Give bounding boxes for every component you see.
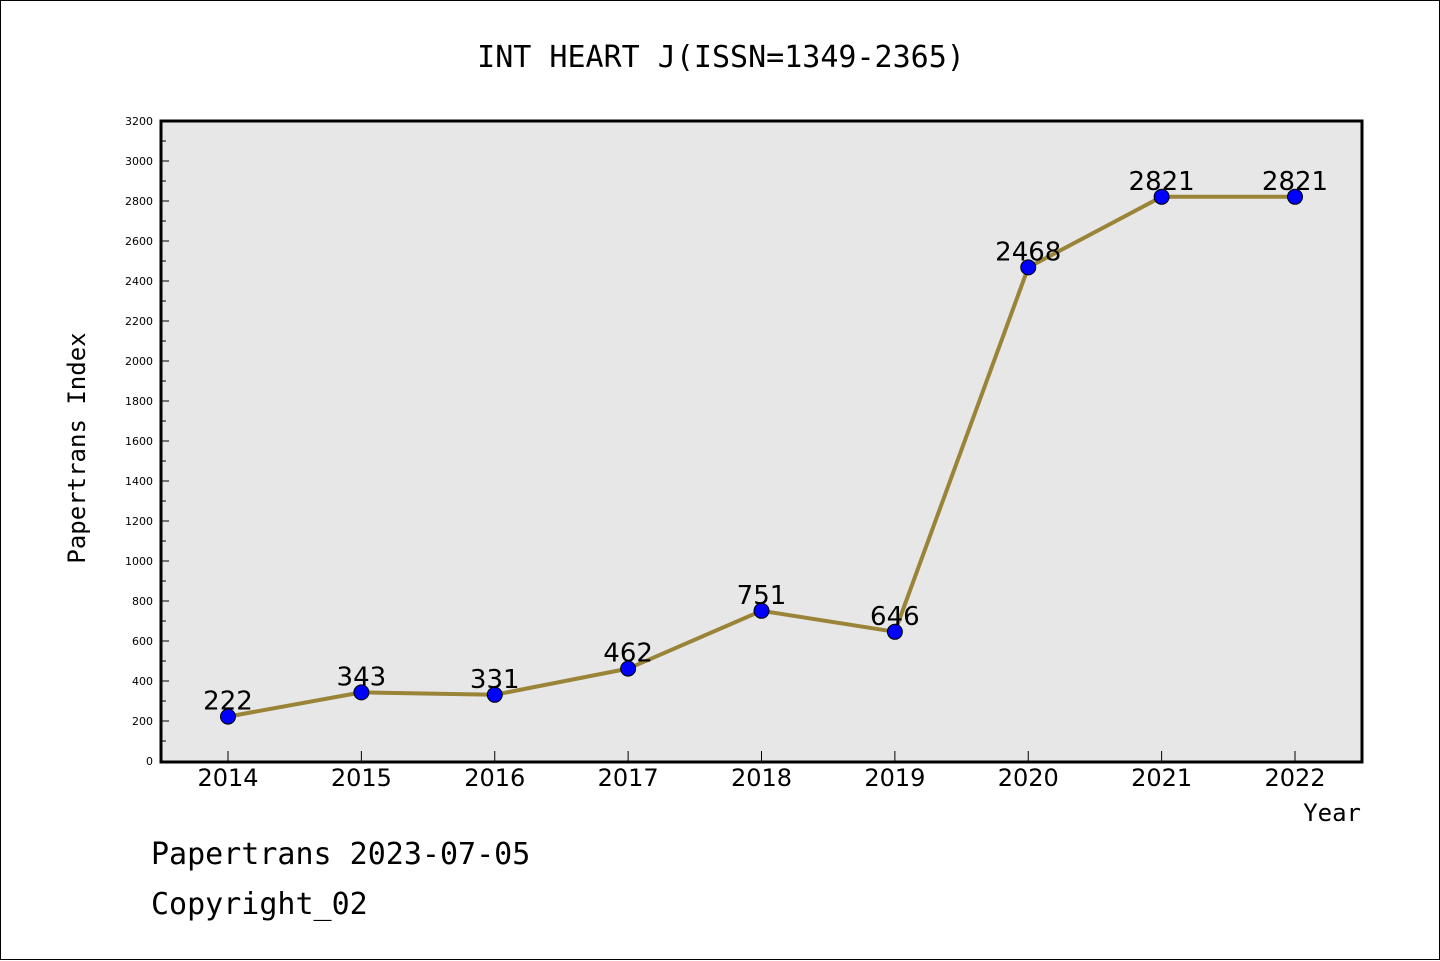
data-label: 222 [203, 687, 253, 717]
y-tick-label: 1200 [125, 515, 153, 528]
x-tick-label: 2019 [864, 764, 925, 792]
data-label: 646 [870, 602, 920, 632]
y-tick-label: 2000 [125, 355, 153, 368]
data-point-marker [1287, 188, 1303, 205]
y-axis-label: Papertrans Index [63, 332, 91, 563]
y-tick-label: 3000 [125, 155, 153, 168]
plot-area [159, 119, 1364, 764]
y-axis: 0 200 400 600 800 1000 1200 1400 1600 1800 2000 220… [125, 115, 169, 768]
y-tick-label: 1600 [125, 435, 153, 448]
data-point-marker [1153, 188, 1170, 205]
data-point-marker [753, 602, 770, 619]
x-tick-label: 2015 [331, 764, 392, 792]
data-point-marker [620, 660, 637, 677]
data-point-marker [1020, 259, 1037, 276]
y-tick-label: 2400 [125, 275, 153, 288]
data-label-group: 222 343 331 462 751 646 2468 2821 2821 [203, 167, 1328, 717]
x-tick-label: 2021 [1131, 764, 1192, 792]
data-point-marker [886, 623, 903, 640]
data-label: 331 [470, 665, 520, 695]
y-tick-label: 1800 [125, 395, 153, 408]
x-tick-label: 2020 [998, 764, 1059, 792]
y-tick-label: 2200 [125, 315, 153, 328]
y-tick-label: 2800 [125, 195, 153, 208]
chart-title: INT HEART J(ISSN=1349-2365) [477, 40, 965, 75]
x-tick-label: 2022 [1264, 764, 1325, 792]
y-tick-label: 800 [132, 595, 153, 608]
x-tick-label: 2017 [598, 764, 659, 792]
y-tick-label: 2600 [125, 235, 153, 248]
y-tick-label: 1000 [125, 555, 153, 568]
x-tick-label: 2018 [731, 764, 792, 792]
x-axis-label: Year [1303, 799, 1361, 827]
data-point-marker [220, 708, 236, 725]
data-label: 462 [603, 639, 653, 669]
x-tick-label: 2014 [197, 764, 258, 792]
footer-copyright: Copyright_02 [151, 887, 368, 922]
data-point-marker [486, 686, 503, 703]
y-tick-label: 400 [132, 675, 153, 688]
x-axis: 2014 2015 2016 2017 2018 2019 2020 2021 2022 [197, 751, 1326, 792]
data-label: 2821 [1262, 167, 1328, 197]
data-point-marker [353, 684, 370, 701]
footer-date: Papertrans 2023-07-05 [151, 837, 531, 872]
marker-group [220, 188, 1303, 725]
data-label: 751 [737, 581, 787, 611]
y-tick-label: 0 [146, 755, 153, 768]
data-label: 343 [337, 662, 387, 692]
y-tick-label: 1400 [125, 475, 153, 488]
data-label: 2468 [995, 237, 1061, 267]
y-tick-label: 600 [132, 635, 153, 648]
x-tick-label: 2016 [464, 764, 525, 792]
data-label: 2821 [1129, 167, 1195, 197]
y-tick-label: 200 [132, 715, 153, 728]
y-tick-label: 3200 [125, 115, 153, 128]
